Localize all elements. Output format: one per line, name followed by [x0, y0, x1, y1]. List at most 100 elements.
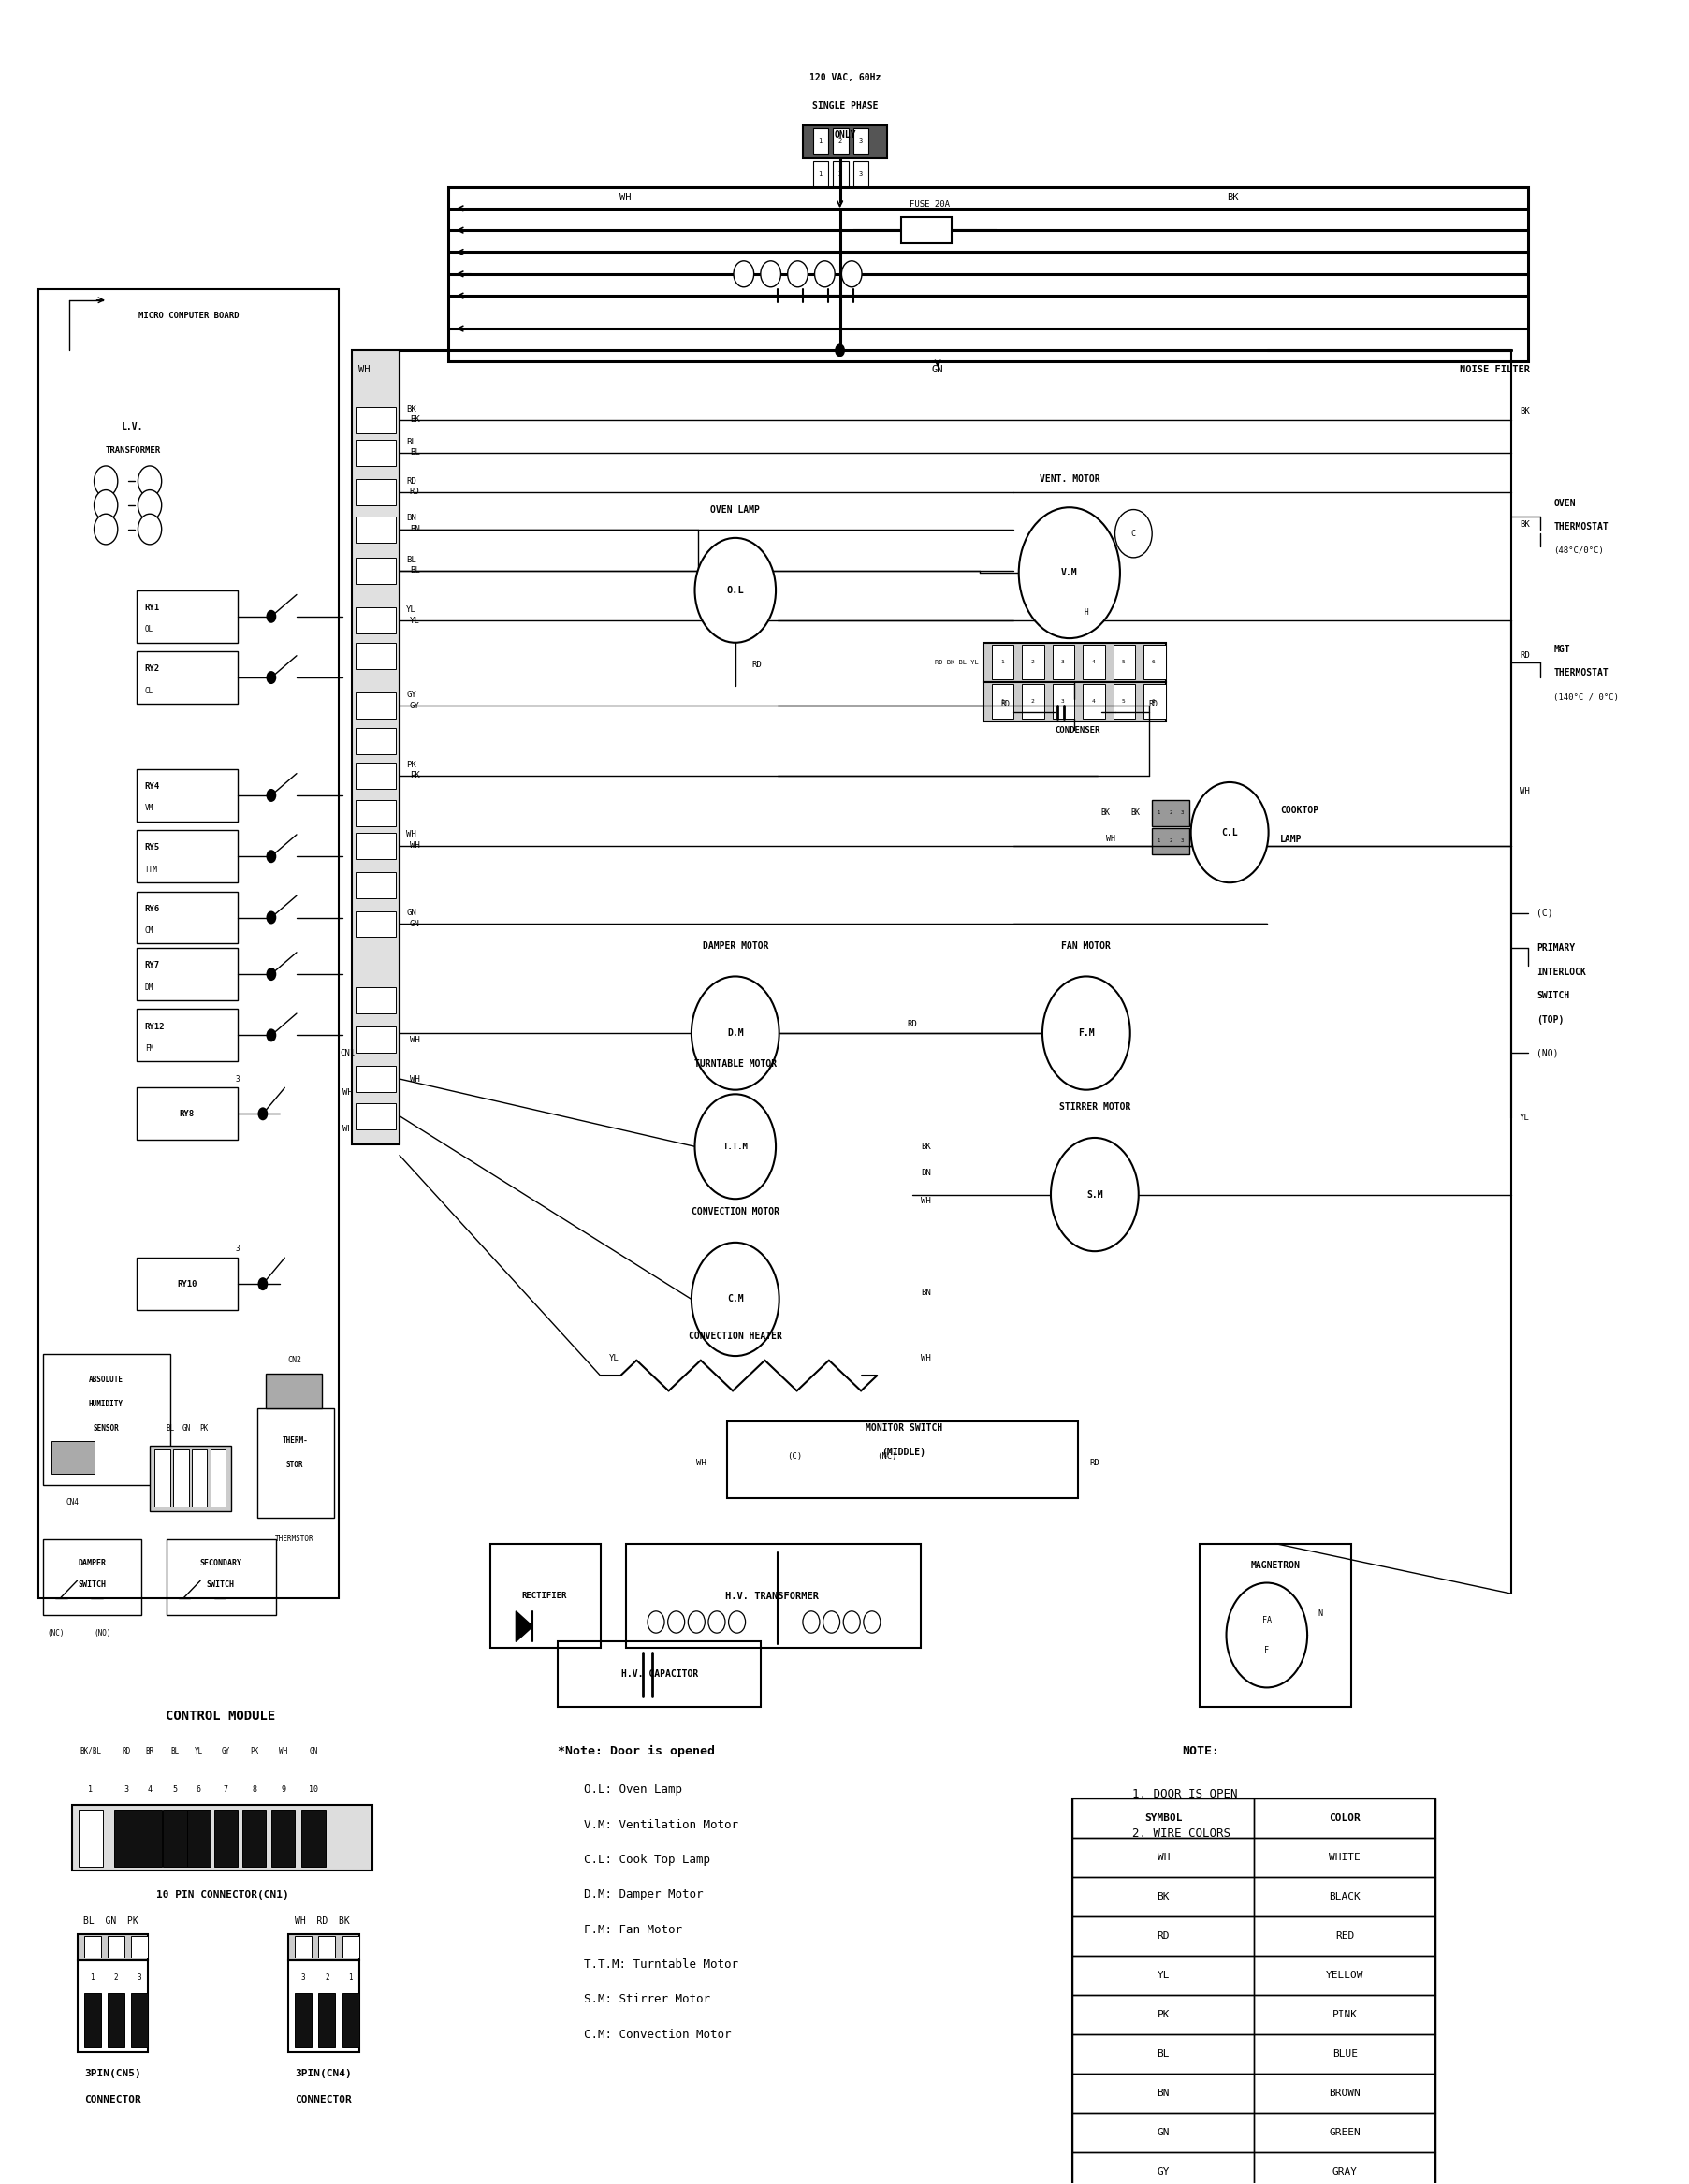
Text: CN2: CN2 — [287, 1356, 302, 1365]
Circle shape — [258, 1107, 269, 1120]
Text: RD: RD — [405, 476, 415, 485]
Circle shape — [687, 1612, 704, 1634]
Text: 2: 2 — [838, 138, 841, 144]
Text: CONDENSER: CONDENSER — [1054, 725, 1100, 734]
Bar — [355, 557, 395, 583]
Text: RY5: RY5 — [145, 843, 160, 852]
Text: RD BK BL YL: RD BK BL YL — [934, 660, 978, 666]
Text: MAGNETRON: MAGNETRON — [1250, 1562, 1299, 1570]
Bar — [1073, 2073, 1253, 2112]
Bar — [355, 439, 395, 465]
Circle shape — [708, 1612, 725, 1634]
Bar — [174, 1450, 189, 1507]
Text: (NO): (NO) — [95, 1629, 111, 1638]
Text: RD: RD — [409, 487, 419, 496]
Text: CONTROL MODULE: CONTROL MODULE — [166, 1710, 275, 1723]
Bar — [1073, 1996, 1253, 2033]
Bar — [1253, 2073, 1434, 2112]
Text: 5: 5 — [172, 1787, 177, 1795]
Bar — [1073, 1918, 1253, 1957]
Text: C.M: Convection Motor: C.M: Convection Motor — [583, 2029, 730, 2040]
Bar — [137, 1088, 238, 1140]
Bar — [1253, 1918, 1434, 1957]
Text: FA: FA — [1262, 1616, 1270, 1625]
Bar — [215, 1811, 238, 1867]
Bar — [991, 684, 1013, 719]
Circle shape — [1226, 1583, 1307, 1688]
Text: S.M: S.M — [1086, 1190, 1103, 1199]
Text: YELLOW: YELLOW — [1326, 1970, 1363, 1981]
Polygon shape — [515, 1612, 532, 1642]
Bar — [1253, 1996, 1434, 2033]
Bar — [267, 1374, 321, 1409]
Bar — [137, 1258, 238, 1310]
Circle shape — [267, 968, 277, 981]
Text: BK: BK — [1518, 406, 1529, 415]
Text: PINK: PINK — [1331, 2009, 1356, 2020]
Text: RY1: RY1 — [145, 603, 160, 612]
Text: C: C — [1130, 529, 1135, 537]
Text: 1: 1 — [88, 1787, 93, 1795]
Bar — [289, 1935, 358, 1961]
Text: 3: 3 — [123, 1787, 128, 1795]
Circle shape — [95, 513, 118, 544]
Text: SENSOR: SENSOR — [93, 1424, 118, 1433]
Text: SWITCH: SWITCH — [78, 1581, 106, 1590]
Bar — [355, 1026, 395, 1053]
Bar — [164, 1811, 187, 1867]
Bar — [52, 1441, 95, 1474]
Text: OL: OL — [145, 625, 154, 633]
Text: CM: CM — [145, 926, 154, 935]
Text: THERMSTOR: THERMSTOR — [275, 1535, 314, 1544]
Text: PK: PK — [405, 760, 415, 769]
Text: WH: WH — [409, 841, 419, 850]
Text: YL: YL — [409, 616, 419, 625]
Circle shape — [267, 609, 277, 622]
Bar — [355, 832, 395, 858]
Text: WH: WH — [409, 1075, 419, 1083]
Text: 2: 2 — [1030, 699, 1034, 703]
Bar — [211, 1450, 226, 1507]
Text: WH: WH — [696, 1459, 706, 1468]
Text: 2: 2 — [838, 170, 841, 177]
Text: BL: BL — [405, 555, 415, 563]
Bar — [79, 1811, 103, 1867]
Text: (48°C/0°C): (48°C/0°C) — [1552, 546, 1603, 555]
Bar — [802, 127, 887, 159]
Bar — [1253, 2033, 1434, 2073]
Bar — [137, 948, 238, 1000]
Text: PK: PK — [250, 1747, 258, 1756]
Text: RY4: RY4 — [145, 782, 160, 791]
Text: RD: RD — [122, 1747, 130, 1756]
Text: CONNECTOR: CONNECTOR — [296, 2094, 351, 2105]
Text: (NC): (NC) — [47, 1629, 64, 1638]
Text: 6: 6 — [1152, 660, 1155, 664]
Text: WH: WH — [620, 192, 632, 203]
Bar — [44, 1354, 171, 1485]
Bar — [243, 1811, 267, 1867]
Text: PK: PK — [1157, 2009, 1169, 2020]
Text: YL: YL — [1518, 1114, 1529, 1123]
Circle shape — [1042, 976, 1130, 1090]
Text: BL: BL — [1157, 2049, 1169, 2060]
Text: WH: WH — [1105, 834, 1115, 843]
Text: 10 PIN CONNECTOR(CN1): 10 PIN CONNECTOR(CN1) — [155, 1889, 289, 1900]
Bar — [355, 727, 395, 753]
Text: WH: WH — [279, 1747, 287, 1756]
Bar — [351, 349, 399, 1144]
Text: BN: BN — [1157, 2088, 1169, 2099]
Text: BK: BK — [409, 415, 419, 424]
Text: 1: 1 — [1157, 810, 1160, 815]
Bar — [1083, 644, 1105, 679]
Text: D.M: D.M — [726, 1029, 743, 1037]
Bar — [355, 987, 395, 1013]
Bar — [155, 1450, 171, 1507]
Bar — [726, 1422, 1078, 1498]
Text: WH: WH — [921, 1354, 931, 1363]
Text: 5: 5 — [1121, 699, 1125, 703]
Bar — [1253, 1800, 1434, 1839]
Text: BK: BK — [1518, 520, 1529, 529]
Text: D.M: Damper Motor: D.M: Damper Motor — [583, 1889, 703, 1900]
Text: 7: 7 — [223, 1787, 228, 1795]
Text: CONVECTION MOTOR: CONVECTION MOTOR — [691, 1208, 779, 1216]
